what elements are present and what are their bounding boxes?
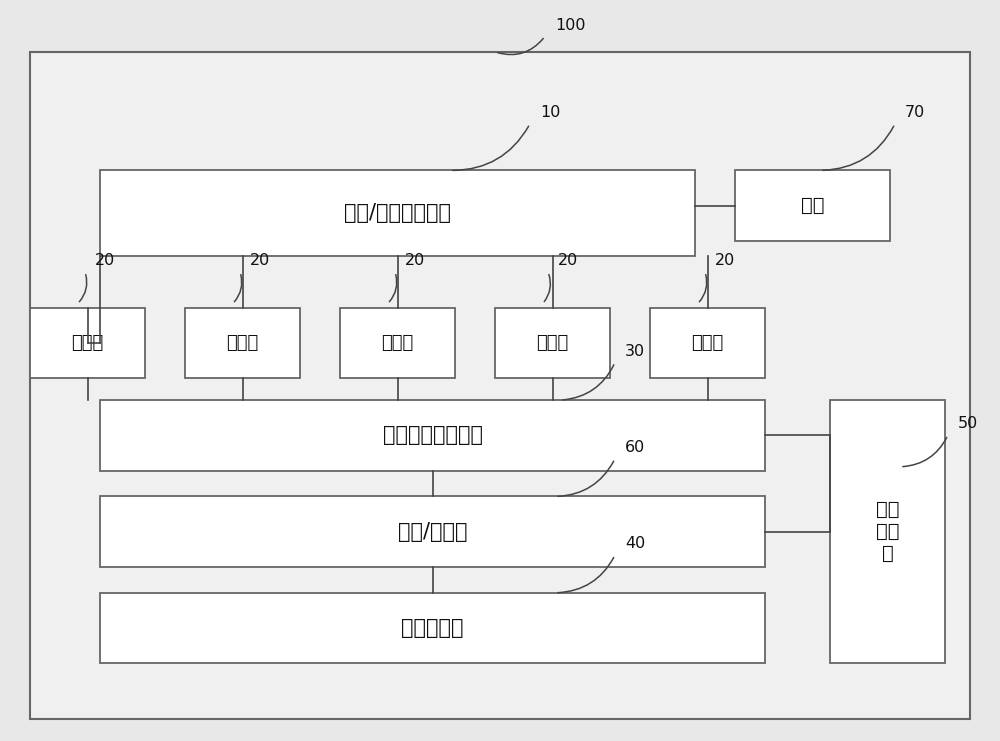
Bar [100, 496, 765, 567]
Text: 40: 40 [625, 536, 645, 551]
Bar [30, 308, 145, 378]
Bar [650, 308, 765, 378]
Text: 60: 60 [625, 440, 645, 455]
Text: 100: 100 [555, 18, 586, 33]
Text: 双工器: 双工器 [381, 333, 414, 352]
Text: 10: 10 [540, 105, 560, 120]
Text: 50: 50 [958, 416, 978, 431]
Text: 双工器: 双工器 [691, 333, 724, 352]
Text: 70: 70 [905, 105, 925, 120]
Text: 双工器: 双工器 [226, 333, 259, 352]
Text: 20: 20 [558, 253, 578, 268]
Text: 20: 20 [715, 253, 735, 268]
Text: 20: 20 [95, 253, 115, 268]
Text: 发射/接收前端模块: 发射/接收前端模块 [344, 203, 451, 223]
Bar [830, 400, 945, 663]
Text: 30: 30 [625, 344, 645, 359]
Text: 20: 20 [250, 253, 270, 268]
Text: 天线: 天线 [801, 196, 824, 215]
Text: 20: 20 [405, 253, 425, 268]
Bar [495, 308, 610, 378]
Bar [185, 308, 300, 378]
Bar [340, 308, 455, 378]
Text: 多频段功率放大器: 多频段功率放大器 [382, 425, 482, 445]
Text: 调制解调器: 调制解调器 [401, 618, 464, 638]
Bar [735, 170, 890, 241]
Text: 双工器: 双工器 [536, 333, 569, 352]
Text: 双工器: 双工器 [71, 333, 104, 352]
Text: 接收/发射器: 接收/发射器 [398, 522, 467, 542]
Bar [100, 400, 765, 471]
Text: 抗干
扰模
块: 抗干 扰模 块 [876, 500, 899, 563]
Bar [100, 593, 765, 663]
Bar [100, 170, 695, 256]
